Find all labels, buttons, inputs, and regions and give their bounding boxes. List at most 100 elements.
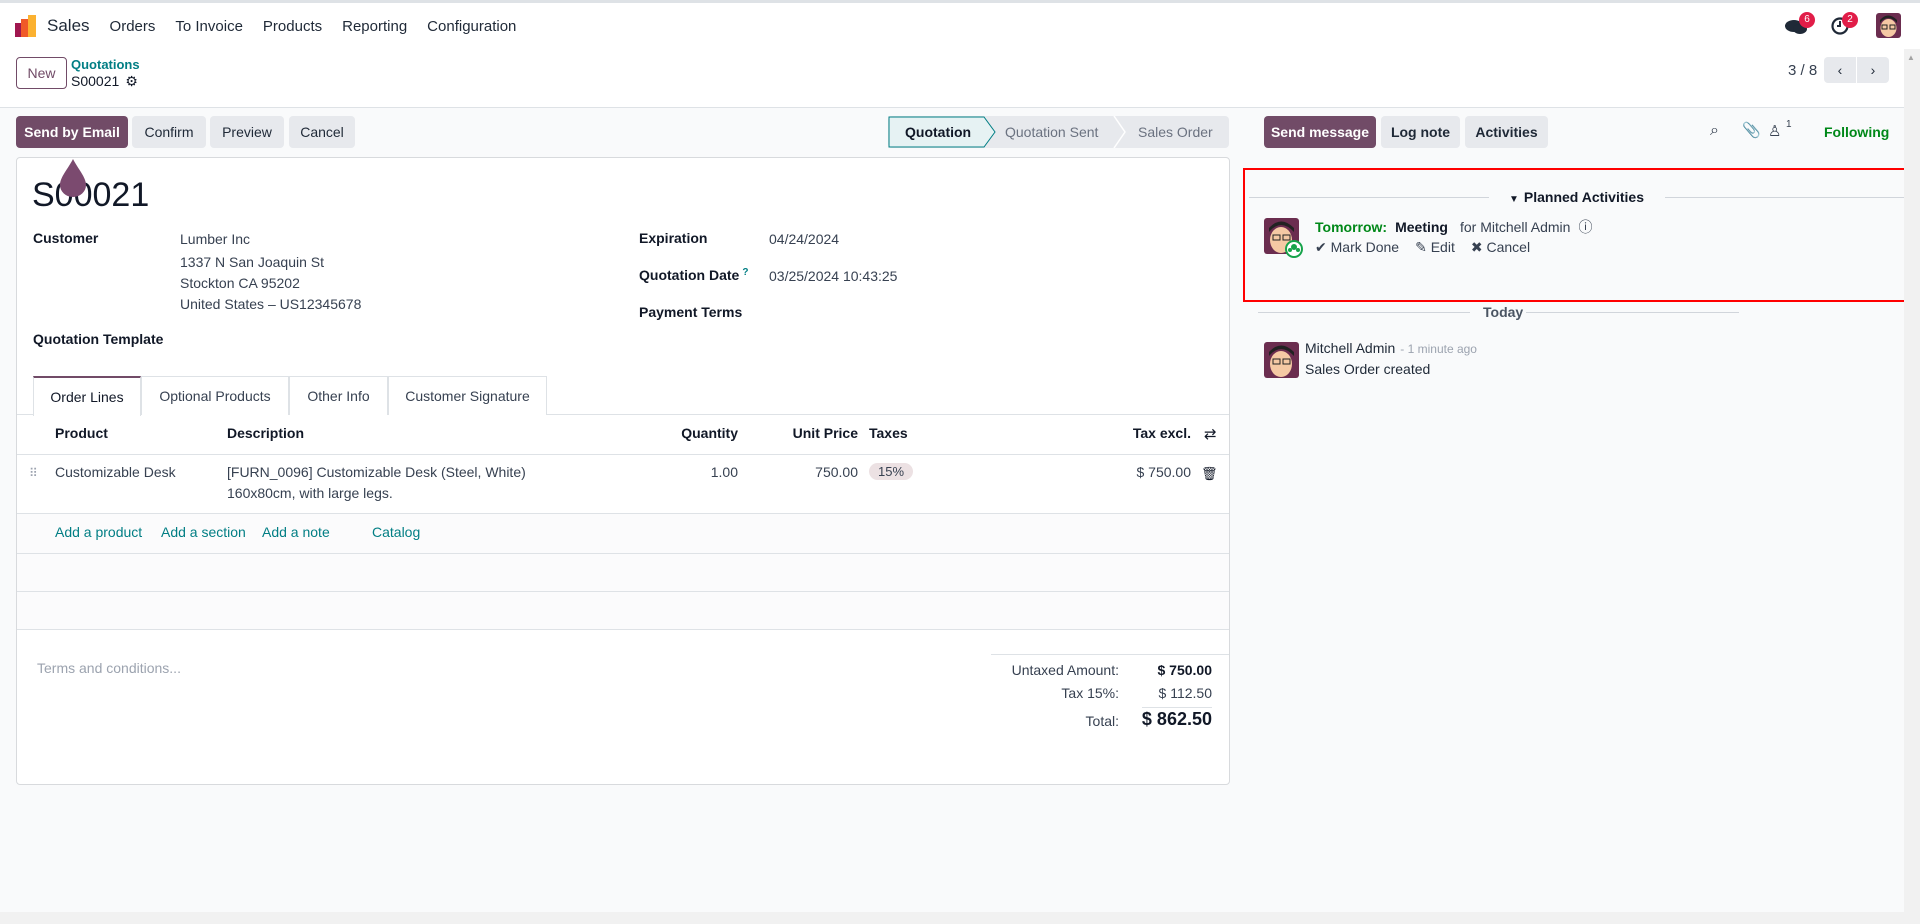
times-icon: ✖ [1470,239,1483,255]
drag-handle-icon[interactable]: ⠿ [29,466,38,480]
confirm-button[interactable]: Confirm [132,116,206,148]
stage-quotation[interactable]: Quotation [905,124,972,140]
stage-quotation-sent[interactable]: Quotation Sent [1005,124,1099,140]
breadcrumb-current: S00021 [71,73,120,89]
date-separator: Today [1483,304,1524,320]
user-avatar[interactable] [1876,13,1901,38]
statusbar: Quotation Quotation Sent Sales Order [888,116,1229,148]
paperclip-icon[interactable]: 📎 [1742,122,1761,139]
caret-down-icon: ▼ [1509,194,1519,205]
scroll-up-arrow-icon[interactable]: ▲ [1907,53,1915,62]
address-line-1: 1337 N San Joaquin St [180,254,324,270]
menu-products[interactable]: Products [262,17,323,35]
horizontal-scrollbar[interactable] [0,912,1920,924]
optional-columns-toggle-icon[interactable]: ⇄ [1204,426,1217,443]
line-product[interactable]: Customizable Desk [55,464,176,480]
line-subtotal: $ 750.00 [1136,464,1192,480]
pager-next-button[interactable]: › [1857,57,1889,83]
payment-terms-label: Payment Terms [639,304,743,320]
line-unit-price[interactable]: 750.00 [815,464,858,480]
activities-badge: 2 [1842,12,1858,28]
menu-to-invoice[interactable]: To Invoice [175,17,243,35]
total-label: Total: [1085,713,1119,729]
activity-type: Meeting [1395,219,1448,235]
col-product[interactable]: Product [55,425,108,441]
expiration-field[interactable]: 04/24/2024 [769,231,840,247]
activities-button[interactable]: Activities [1465,116,1548,148]
customer-label: Customer [33,230,99,246]
meeting-activity-icon [1285,240,1303,258]
tab-customer-signature[interactable]: Customer Signature [388,376,547,415]
add-note-link[interactable]: Add a note [262,524,330,540]
log-note-button[interactable]: Log note [1381,116,1460,148]
quotation-date-field[interactable]: 03/25/2024 10:43:25 [769,268,898,284]
menu-orders[interactable]: Orders [109,17,156,35]
line-description[interactable]: [FURN_0096] Customizable Desk (Steel, Wh… [227,464,526,480]
message-author-avatar[interactable] [1264,342,1299,378]
message-author[interactable]: Mitchell Admin [1305,340,1396,356]
mark-done-button[interactable]: ✔ Mark Done [1315,239,1399,256]
trash-icon[interactable]: 🗑 [1201,466,1218,481]
activity-assignee: for Mitchell Admin [1459,219,1571,235]
catalog-link[interactable]: Catalog [372,524,421,540]
activity-due: Tomorrow: [1315,219,1388,235]
planned-activities-title: Planned Activities [1523,189,1644,205]
pencil-icon: ✎ [1415,239,1427,255]
tab-other-info[interactable]: Other Info [289,376,388,415]
send-message-button[interactable]: Send message [1264,116,1376,148]
col-unit-price[interactable]: Unit Price [792,425,858,441]
planned-activities-toggle[interactable]: ▼ Planned Activities [1509,189,1644,205]
address-line-2: Stockton CA 95202 [180,275,300,291]
cancel-activity-button[interactable]: ✖ Cancel [1471,239,1530,256]
cancel-label: Cancel [1486,239,1531,255]
address-line-3: United States – US12345678 [180,296,362,312]
quotation-template-label: Quotation Template [33,331,164,347]
col-tax-excl[interactable]: Tax excl. [1132,425,1191,441]
stage-sales-order[interactable]: Sales Order [1138,124,1213,140]
tax-amount: $ 112.50 [1158,685,1212,701]
activity-actions-row: ✔ Mark Done ✎ Edit ✖ Cancel [1315,239,1530,256]
search-icon[interactable]: ⌕ [1710,122,1719,139]
tab-order-lines[interactable]: Order Lines [33,376,141,416]
main-menu: Sales Orders To Invoice Products Reporti… [15,15,516,37]
gear-icon[interactable]: ⚙ [125,73,138,89]
mark-done-label: Mark Done [1330,239,1400,255]
col-taxes[interactable]: Taxes [869,425,908,441]
top-border [0,0,1920,3]
add-product-link[interactable]: Add a product [55,524,143,540]
pager-previous-button[interactable]: ‹ [1824,57,1856,83]
new-button[interactable]: New [16,57,67,89]
form-sheet [16,157,1230,785]
terms-input[interactable]: Terms and conditions... [37,660,181,676]
following-button[interactable]: Following [1824,124,1890,140]
tab-optional-products[interactable]: Optional Products [141,376,289,415]
drop-cursor-icon [60,159,86,197]
followers-icon[interactable]: ♙ [1768,123,1782,140]
vertical-scrollbar[interactable]: ▲ [1904,49,1920,912]
col-description[interactable]: Description [227,425,305,441]
activity-summary-row: Tomorrow: Meeting for Mitchell Admin ⓘ [1315,217,1592,237]
preview-button[interactable]: Preview [210,116,284,148]
expiration-label: Expiration [639,230,708,246]
info-icon[interactable]: ⓘ [1578,219,1593,235]
pager-value[interactable]: 3 / 8 [1788,62,1818,79]
edit-activity-button[interactable]: ✎ Edit [1415,239,1455,256]
app-name[interactable]: Sales [47,16,90,35]
menu-reporting[interactable]: Reporting [342,17,408,35]
followers-count[interactable]: 1 [1786,119,1792,130]
line-quantity[interactable]: 1.00 [710,464,738,480]
col-quantity[interactable]: Quantity [681,425,738,441]
help-tooltip-icon[interactable]: ? [742,267,749,278]
record-name: S00021 [32,176,150,214]
add-section-link[interactable]: Add a section [161,524,246,540]
breadcrumb-quotations[interactable]: Quotations [71,57,140,72]
send-by-email-button[interactable]: Send by Email [16,116,128,148]
quotation-date-label: Quotation Date [639,267,740,283]
cancel-button[interactable]: Cancel [289,116,355,148]
sales-app-logo-icon[interactable] [15,15,37,37]
menu-configuration[interactable]: Configuration [427,17,517,35]
edit-label: Edit [1430,239,1455,255]
line-description-2: 160x80cm, with large legs. [227,485,393,501]
customer-field[interactable]: Lumber Inc [180,231,251,247]
tax-tag[interactable]: 15% [869,463,914,480]
